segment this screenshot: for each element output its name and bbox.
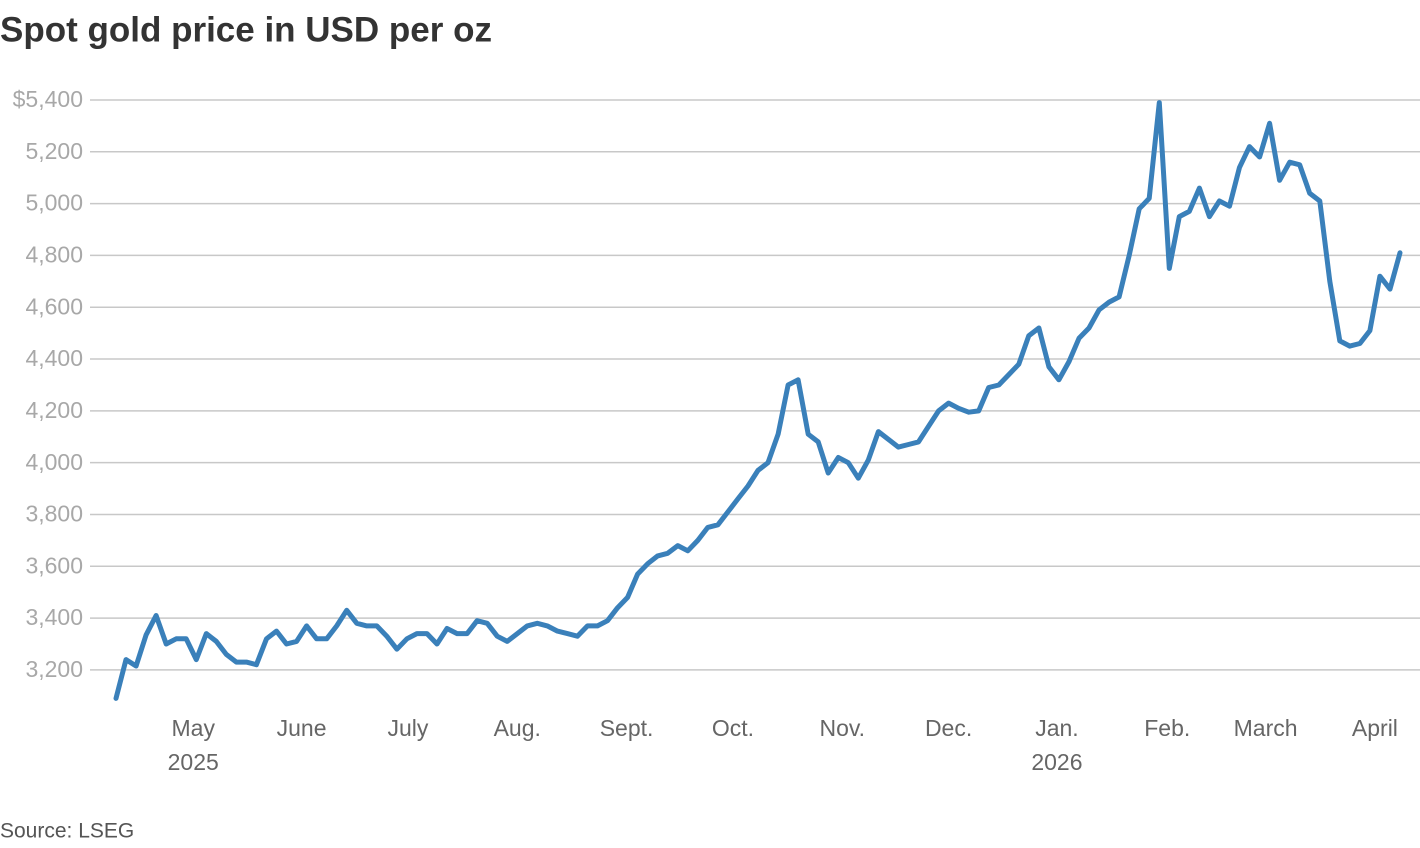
x-tick-label: May bbox=[172, 715, 216, 741]
x-tick-label: Nov. bbox=[819, 715, 865, 741]
y-tick-label: 4,400 bbox=[25, 345, 83, 371]
year-label: 2026 bbox=[1031, 749, 1082, 775]
y-tick-label: $5,400 bbox=[13, 86, 83, 112]
x-tick-label: Dec. bbox=[925, 715, 972, 741]
y-tick-label: 3,800 bbox=[25, 501, 83, 527]
y-tick-label: 4,000 bbox=[25, 449, 83, 475]
x-tick-label: Sept. bbox=[600, 715, 654, 741]
y-tick-label: 3,200 bbox=[25, 656, 83, 682]
x-tick-label: July bbox=[387, 715, 428, 741]
y-tick-label: 4,600 bbox=[25, 293, 83, 319]
x-tick-label: March bbox=[1234, 715, 1298, 741]
y-tick-label: 5,200 bbox=[25, 138, 83, 164]
x-tick-label: Jan. bbox=[1035, 715, 1078, 741]
y-tick-label: 3,600 bbox=[25, 552, 83, 578]
y-tick-label: 5,000 bbox=[25, 190, 83, 216]
y-tick-label: 4,800 bbox=[25, 242, 83, 268]
x-tick-label: Aug. bbox=[494, 715, 541, 741]
x-tick-label: April bbox=[1352, 715, 1398, 741]
year-label: 2025 bbox=[168, 749, 219, 775]
x-tick-label: June bbox=[277, 715, 327, 741]
x-tick-label: Oct. bbox=[712, 715, 754, 741]
source: Source: LSEG bbox=[0, 820, 134, 843]
y-tick-label: 4,200 bbox=[25, 397, 83, 423]
x-tick-label: Feb. bbox=[1144, 715, 1190, 741]
chart-title: Spot gold price in USD per oz bbox=[0, 10, 492, 49]
y-tick-label: 3,400 bbox=[25, 604, 83, 630]
price-line bbox=[113, 100, 1403, 701]
